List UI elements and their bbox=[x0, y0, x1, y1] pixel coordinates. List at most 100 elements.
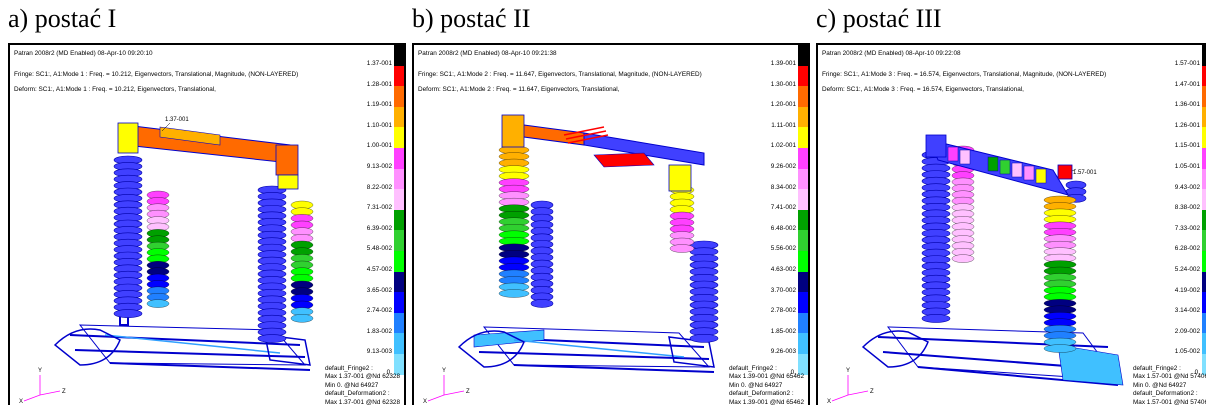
scale-segment bbox=[798, 312, 808, 334]
legend-footer: default_Fringe2 : Max 1.37-001 @Nd 62328 M… bbox=[325, 365, 400, 405]
scale-label: 3.70-002 bbox=[770, 286, 796, 294]
right-insulator-fringe bbox=[1043, 195, 1077, 353]
right-cap bbox=[275, 144, 299, 176]
scale-label: 4.19-002 bbox=[1174, 286, 1200, 294]
scale-label: 5.48-002 bbox=[366, 245, 392, 253]
scale-segment bbox=[798, 292, 808, 313]
scale-segment bbox=[1202, 45, 1206, 66]
scale-label: 1.57-001 bbox=[1174, 60, 1200, 67]
triad-y-label: Y bbox=[442, 368, 446, 374]
header-line1: Patran 2008r2 (MD Enabled) 08-Apr-10 09:… bbox=[14, 50, 153, 57]
left-insulator-fringe bbox=[146, 190, 170, 308]
legend-footer: default_Fringe2 : Max 1.57-001 @Nd 57406 M… bbox=[1133, 365, 1206, 405]
scale-label: 5.24-002 bbox=[1174, 266, 1200, 273]
panel-mode-1: Patran 2008r2 (MD Enabled) 08-Apr-10 09:… bbox=[8, 43, 406, 405]
top-beam bbox=[124, 124, 291, 164]
scale-segment bbox=[1202, 209, 1206, 231]
scale-label: 1.02-001 bbox=[770, 142, 796, 150]
scale-label: 2.74-002 bbox=[366, 307, 392, 315]
triad-z-label: Z bbox=[466, 389, 470, 395]
scale-segment bbox=[798, 230, 808, 251]
legend-footer-line: default_Fringe2 : bbox=[324, 364, 373, 372]
scale-label: 4.57-002 bbox=[366, 266, 392, 273]
scale-label: 1.15-001 bbox=[1174, 142, 1200, 150]
top-beam-arm bbox=[583, 132, 705, 166]
scale-label: 6.28-002 bbox=[1174, 245, 1200, 253]
base-rod-line bbox=[513, 339, 685, 358]
scale-label: 1.10-001 bbox=[366, 121, 392, 129]
scale-label: 1.05-001 bbox=[1174, 163, 1200, 170]
axis-triad bbox=[831, 375, 869, 402]
right-cap bbox=[1057, 164, 1073, 180]
scale-segment bbox=[1202, 333, 1206, 354]
scale-label: 1.05-002 bbox=[1174, 348, 1200, 356]
scale-label: 8.38-002 bbox=[1174, 204, 1200, 212]
top-beam-fringe bbox=[947, 146, 1047, 184]
scale-label: 1.85-002 bbox=[770, 327, 796, 335]
left-mechanism bbox=[861, 330, 929, 368]
caption-b: b) postać II bbox=[412, 4, 531, 33]
scale-segment bbox=[1202, 168, 1206, 190]
scale-segment bbox=[394, 127, 404, 148]
scale-segment bbox=[1202, 106, 1206, 128]
left-insulator-fringe bbox=[498, 145, 530, 298]
scale-label: 2.09-002 bbox=[1174, 327, 1200, 335]
fem-model-mode-1: 1.37-001 Y Z X bbox=[19, 117, 314, 405]
left-cap bbox=[925, 134, 947, 158]
scale-segment bbox=[798, 189, 808, 210]
panel-mode-3: Patran 2008r2 (MD Enabled) 08-Apr-10 09:… bbox=[816, 43, 1206, 405]
legend-footer-line: Max 1.39-001 @Nd 65462 bbox=[728, 373, 804, 381]
scale-label: 1.37-001 bbox=[366, 60, 392, 67]
max-marker-line bbox=[1071, 168, 1077, 172]
right-mechanism bbox=[264, 334, 311, 366]
triad-z-label: Z bbox=[870, 389, 874, 395]
fringe-color-scale bbox=[1202, 45, 1206, 375]
scale-segment bbox=[798, 271, 808, 293]
max-marker: 1.57-001 bbox=[1073, 170, 1097, 176]
scale-segment bbox=[1202, 230, 1206, 251]
scale-label: 7.31-002 bbox=[366, 204, 392, 212]
right-cap bbox=[668, 164, 692, 192]
header-line2: Fringe: SC1:, A1:Mode 2 : Freq. = 11.647… bbox=[418, 71, 702, 78]
header-line1: Patran 2008r2 (MD Enabled) 08-Apr-10 09:… bbox=[822, 50, 961, 57]
legend-footer-line: Min 0. @Nd 64927 bbox=[324, 381, 379, 389]
legend-footer-line: Max 1.57-001 @Nd 57406 bbox=[1132, 398, 1206, 405]
scale-label: 7.33-002 bbox=[1174, 224, 1200, 232]
panel-mode-2: Patran 2008r2 (MD Enabled) 08-Apr-10 09:… bbox=[412, 43, 810, 405]
legend-footer-line: Max 1.39-001 @Nd 65462 bbox=[728, 398, 804, 405]
scale-segment bbox=[394, 168, 404, 190]
scale-segment bbox=[394, 354, 404, 375]
scale-segment bbox=[798, 45, 808, 66]
scale-label: 1.20-001 bbox=[770, 101, 796, 109]
scale-label: 1.11-001 bbox=[771, 121, 796, 129]
axis-triad bbox=[427, 375, 465, 402]
scale-segment bbox=[798, 127, 808, 148]
scale-segment bbox=[1202, 127, 1206, 148]
scale-segment bbox=[798, 354, 808, 375]
arm-fingers bbox=[563, 126, 609, 144]
legend-footer-line: default_Deformation2 : bbox=[728, 390, 794, 398]
right-insulator bbox=[1065, 180, 1087, 203]
right-insulator-fringe bbox=[669, 185, 695, 253]
scale-segment bbox=[394, 230, 404, 251]
legend-footer: default_Fringe2 : Max 1.39-001 @Nd 65462 M… bbox=[729, 365, 804, 405]
scale-segment bbox=[1202, 189, 1206, 210]
scale-label: 8.22-002 bbox=[366, 183, 392, 191]
legend-footer-line: Max 1.57-001 @Nd 57406 bbox=[1132, 373, 1206, 381]
scale-segment bbox=[394, 292, 404, 313]
caption-a: a) postać I bbox=[8, 4, 117, 33]
legend-footer-line: Max 1.37-001 @Nd 62328 bbox=[324, 398, 400, 405]
legend-footer-line: default_Deformation2 : bbox=[1132, 390, 1198, 398]
left-insulator bbox=[921, 150, 951, 323]
triad-y-label: Y bbox=[38, 368, 42, 374]
scale-segment bbox=[1202, 271, 1206, 293]
scale-label: 6.39-002 bbox=[366, 224, 392, 232]
header-line1: Patran 2008r2 (MD Enabled) 08-Apr-10 09:… bbox=[418, 50, 557, 57]
right-insulator-fringe bbox=[290, 200, 314, 323]
scale-label: 9.26-003 bbox=[770, 348, 796, 356]
scale-label: 1.19-001 bbox=[366, 101, 392, 109]
scale-segment bbox=[798, 86, 808, 107]
fem-model-mode-2: Y Z X bbox=[423, 114, 719, 405]
scale-segment bbox=[798, 251, 808, 272]
top-beam-highlight bbox=[159, 126, 221, 146]
